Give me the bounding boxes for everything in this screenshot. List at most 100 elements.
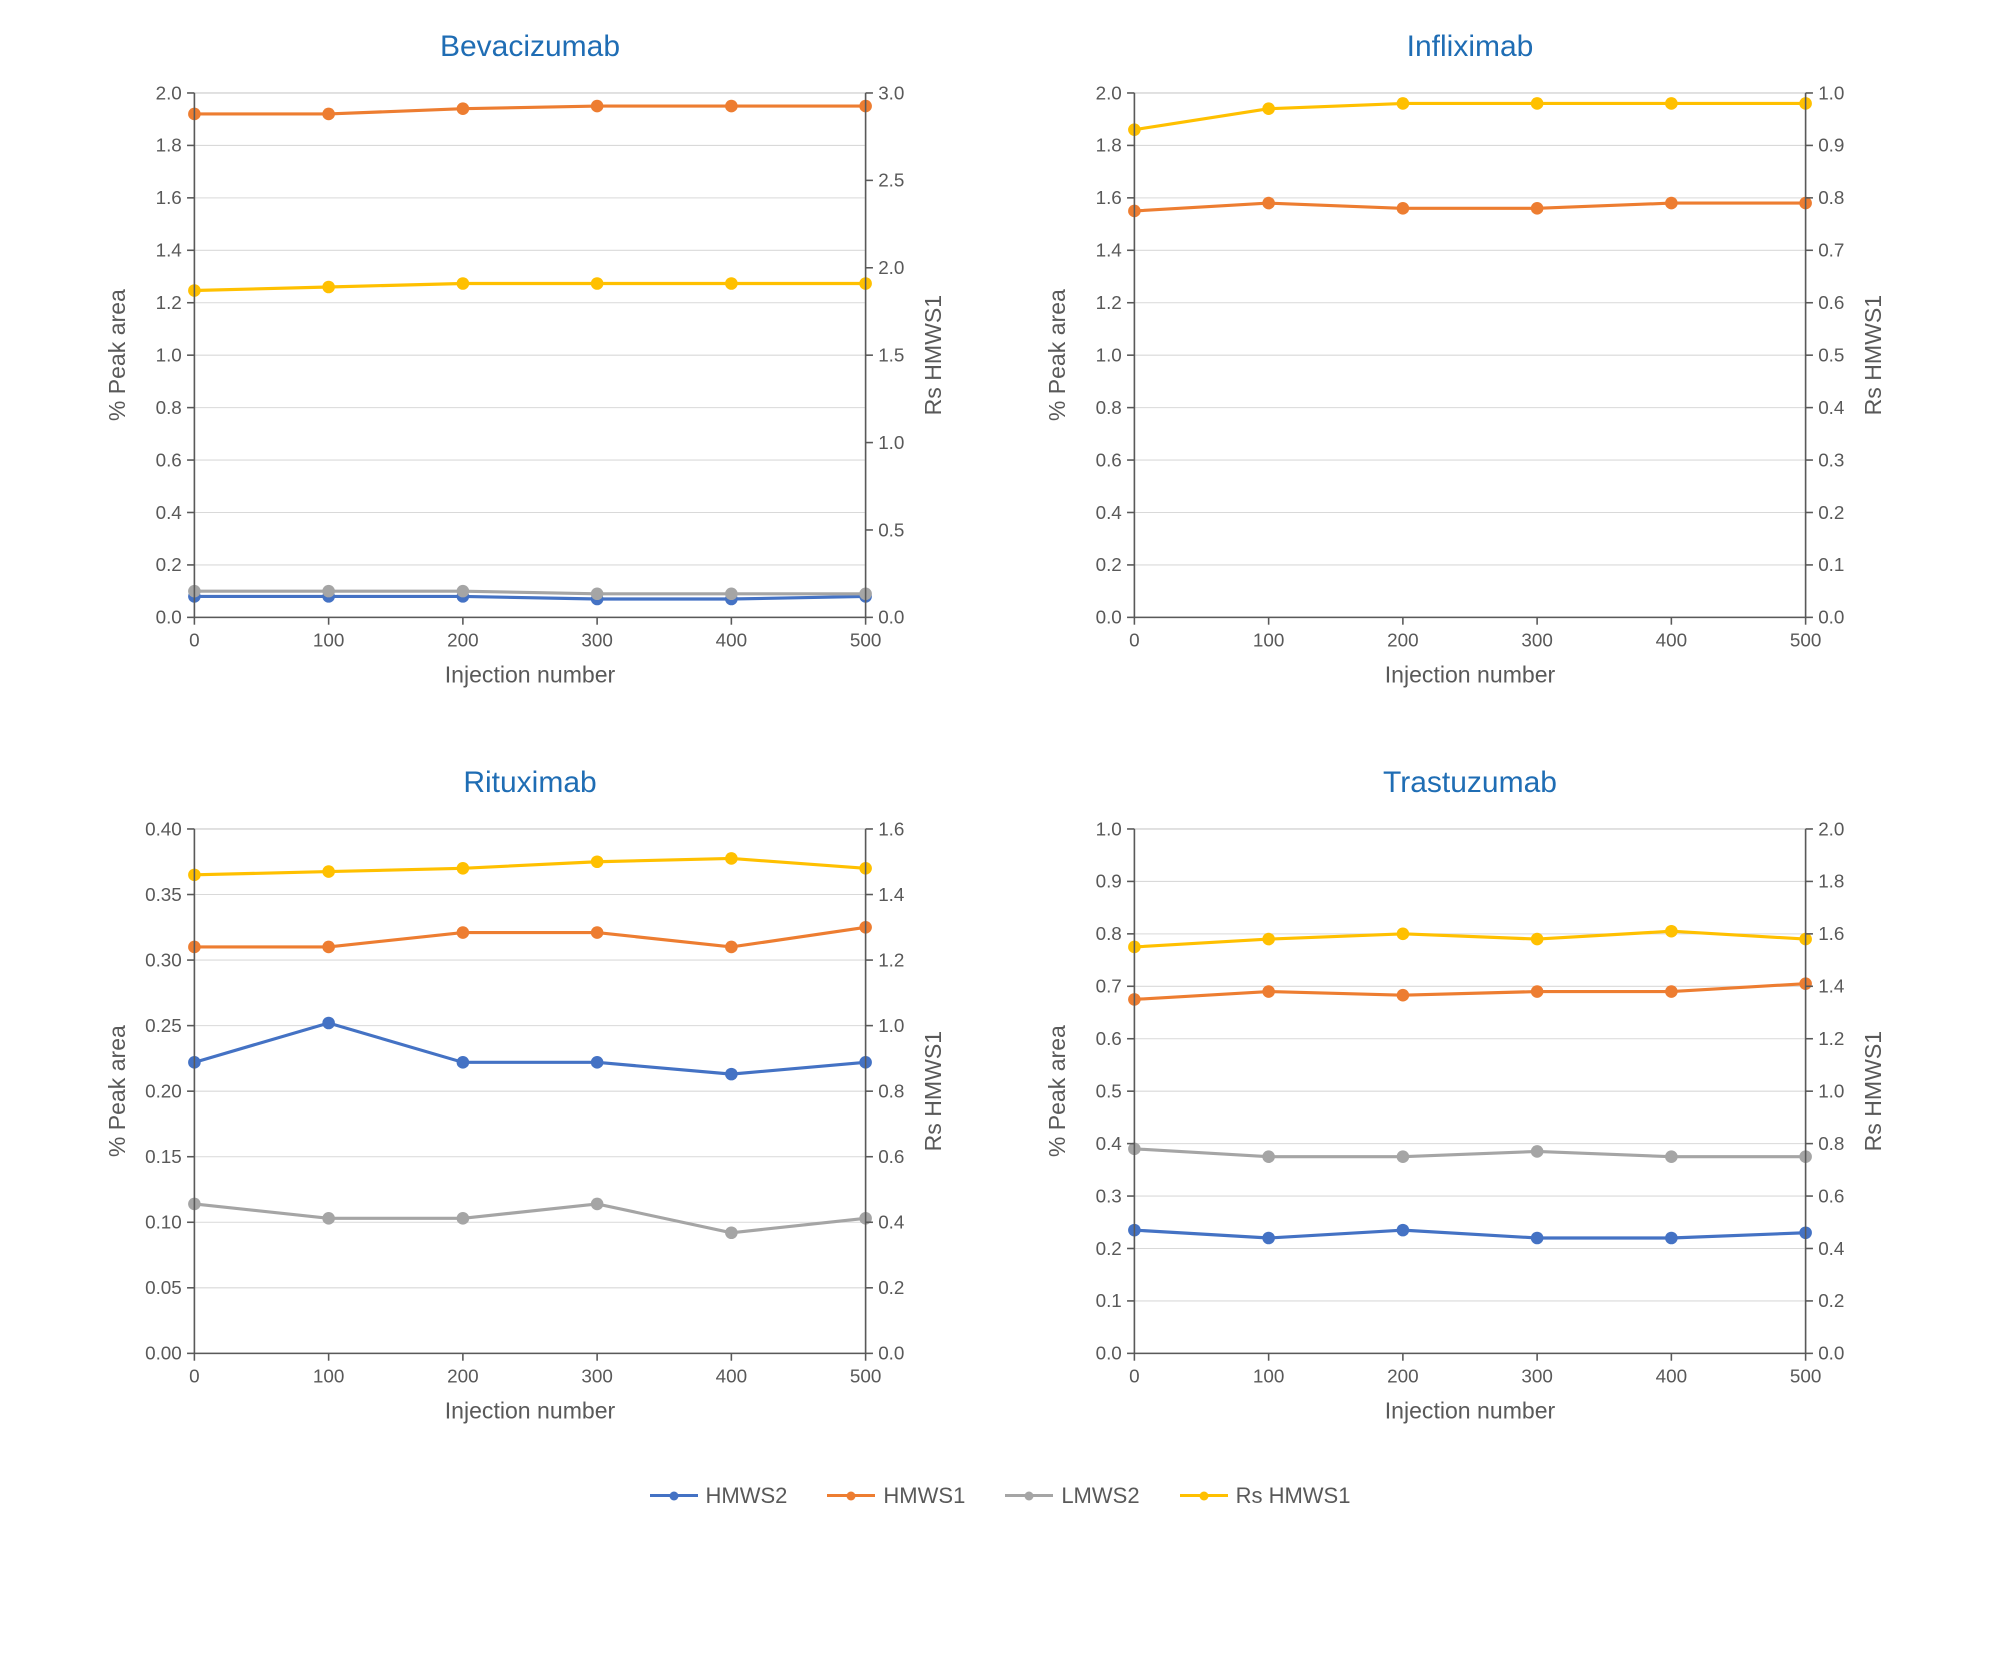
- series-marker-HMWS2: [322, 1017, 335, 1030]
- y1-tick-label: 0.7: [1096, 976, 1122, 997]
- y2-tick-label: 0.0: [878, 1343, 904, 1364]
- series-marker-HMWS1: [1262, 197, 1275, 210]
- series-marker-LMWS2: [725, 1227, 738, 1240]
- series-marker-HMWS1: [322, 941, 335, 954]
- y1-tick-label: 0.35: [145, 884, 182, 905]
- y1-tick-label: 0.4: [156, 502, 182, 523]
- y1-tick-label: 0.0: [156, 607, 182, 628]
- y1-tick-label: 2.0: [1096, 82, 1122, 103]
- y2-axis-label: Rs HMWS1: [1860, 1031, 1886, 1151]
- y2-tick-label: 3.0: [878, 82, 904, 103]
- y1-tick-label: 0.2: [1096, 554, 1122, 575]
- series-marker-Rs HMWS1: [1531, 97, 1544, 110]
- y1-tick-label: 0.1: [1096, 1290, 1122, 1311]
- x-tick-label: 400: [1656, 1366, 1687, 1387]
- legend-label: LMWS2: [1061, 1483, 1139, 1509]
- series-marker-Rs HMWS1: [725, 277, 738, 290]
- chart-title: Trastuzumab: [1040, 766, 1900, 800]
- series-marker-Rs HMWS1: [1531, 933, 1544, 946]
- x-tick-label: 400: [716, 630, 747, 651]
- series-marker-Rs HMWS1: [1665, 925, 1678, 938]
- series-marker-Rs HMWS1: [457, 862, 470, 875]
- y1-tick-label: 0.3: [1096, 1186, 1122, 1207]
- series-marker-Rs HMWS1: [1262, 102, 1275, 115]
- y1-tick-label: 0.10: [145, 1212, 182, 1233]
- x-tick-label: 300: [581, 1366, 612, 1387]
- y2-tick-label: 1.4: [1818, 976, 1844, 997]
- legend-item: HMWS2: [650, 1483, 788, 1509]
- series-marker-Rs HMWS1: [322, 281, 335, 294]
- y2-tick-label: 0.2: [878, 1277, 904, 1298]
- y1-tick-label: 0.2: [156, 554, 182, 575]
- y1-tick-label: 2.0: [156, 82, 182, 103]
- y2-tick-label: 0.6: [1818, 292, 1844, 313]
- y1-tick-label: 0.25: [145, 1015, 182, 1036]
- y2-tick-label: 2.0: [1818, 819, 1844, 840]
- series-marker-Rs HMWS1: [725, 852, 738, 865]
- y2-tick-label: 0.4: [1818, 1238, 1844, 1259]
- chart-title: Rituximab: [100, 766, 960, 800]
- y1-tick-label: 1.0: [1096, 819, 1122, 840]
- chart-plot: 01002003004005000.00.10.20.30.40.50.60.7…: [1040, 808, 1900, 1437]
- x-tick-label: 0: [189, 630, 200, 651]
- y1-tick-label: 0.6: [156, 449, 182, 470]
- y1-tick-label: 0.0: [1096, 1343, 1122, 1364]
- y1-tick-label: 0.9: [1096, 871, 1122, 892]
- series-marker-HMWS1: [1397, 989, 1410, 1002]
- y1-tick-label: 1.4: [1096, 240, 1122, 261]
- y2-tick-label: 0.5: [878, 519, 904, 540]
- series-marker-HMWS1: [322, 108, 335, 121]
- series-marker-HMWS1: [457, 102, 470, 115]
- y1-tick-label: 0.0: [1096, 607, 1122, 628]
- legend-label: Rs HMWS1: [1236, 1483, 1351, 1509]
- y2-axis-label: Rs HMWS1: [920, 295, 946, 415]
- y2-tick-label: 0.5: [1818, 344, 1844, 365]
- y2-tick-label: 1.5: [878, 344, 904, 365]
- series-marker-HMWS2: [591, 1056, 604, 1069]
- x-tick-label: 0: [189, 1366, 200, 1387]
- chart-title: Infliximab: [1040, 30, 1900, 64]
- series-marker-HMWS2: [457, 1056, 470, 1069]
- y1-tick-label: 1.8: [156, 135, 182, 156]
- x-tick-label: 300: [1521, 1366, 1552, 1387]
- series-marker-Rs HMWS1: [1665, 97, 1678, 110]
- y2-tick-label: 0.0: [1818, 1343, 1844, 1364]
- x-tick-label: 400: [716, 1366, 747, 1387]
- series-marker-HMWS1: [725, 941, 738, 954]
- legend-item: LMWS2: [1005, 1483, 1139, 1509]
- chart-plot: 01002003004005000.00.20.40.60.81.01.21.4…: [1040, 72, 1900, 701]
- series-marker-LMWS2: [1397, 1151, 1410, 1164]
- legend-label: HMWS1: [883, 1483, 965, 1509]
- y1-tick-label: 0.00: [145, 1343, 182, 1364]
- series-marker-HMWS1: [457, 927, 470, 940]
- chart-title: Bevacizumab: [100, 30, 960, 64]
- series-marker-LMWS2: [591, 1198, 604, 1211]
- chart-cell: Rituximab01002003004005000.000.050.100.1…: [100, 766, 960, 1442]
- y1-tick-label: 1.8: [1096, 135, 1122, 156]
- y2-tick-label: 1.0: [878, 1015, 904, 1036]
- y2-tick-label: 0.1: [1818, 554, 1844, 575]
- y2-tick-label: 0.0: [878, 607, 904, 628]
- x-tick-label: 100: [1253, 1366, 1284, 1387]
- series-marker-HMWS1: [1397, 202, 1410, 215]
- y2-tick-label: 0.8: [1818, 187, 1844, 208]
- chart-plot: 01002003004005000.000.050.100.150.200.25…: [100, 808, 960, 1437]
- y2-tick-label: 0.3: [1818, 449, 1844, 470]
- series-marker-LMWS2: [457, 1212, 470, 1225]
- series-marker-HMWS1: [591, 100, 604, 113]
- y2-tick-label: 2.0: [878, 257, 904, 278]
- y2-tick-label: 1.6: [878, 819, 904, 840]
- series-marker-HMWS1: [591, 927, 604, 940]
- x-tick-label: 200: [1387, 1366, 1418, 1387]
- legend-label: HMWS2: [706, 1483, 788, 1509]
- y2-tick-label: 0.4: [1818, 397, 1844, 418]
- y1-tick-label: 0.4: [1096, 1133, 1122, 1154]
- y1-axis-label: % Peak area: [1044, 1025, 1070, 1157]
- y2-tick-label: 2.5: [878, 170, 904, 191]
- y1-tick-label: 1.0: [1096, 344, 1122, 365]
- legend-swatch: [827, 1494, 875, 1497]
- x-tick-label: 500: [850, 1366, 881, 1387]
- series-marker-HMWS2: [1531, 1232, 1544, 1245]
- y1-tick-label: 0.30: [145, 950, 182, 971]
- y1-tick-label: 0.4: [1096, 502, 1122, 523]
